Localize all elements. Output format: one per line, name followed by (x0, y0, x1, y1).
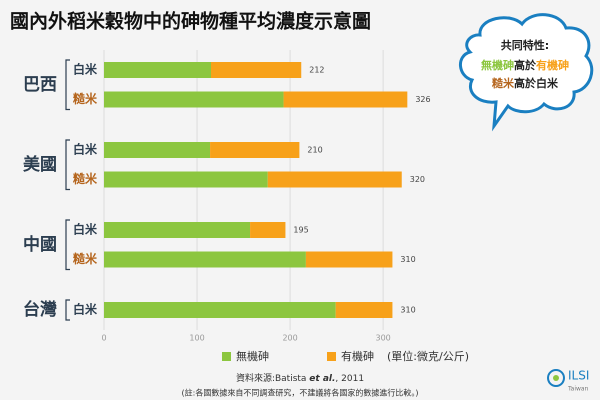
x-tick-label: 200 (282, 334, 297, 343)
logo-icon (547, 369, 565, 387)
total-label: 210 (307, 146, 322, 155)
category-label: 白米 (73, 142, 98, 157)
legend-label: 有機砷 (341, 349, 374, 363)
total-label: 320 (410, 175, 425, 184)
group-label: 中國 (23, 234, 57, 255)
bar-segment (104, 171, 268, 188)
source-part: 資料來源:Batista (236, 372, 309, 384)
callout-line: 無機砷高於有機砷 (481, 58, 569, 72)
bar-segment (305, 251, 393, 268)
bar-segment (211, 62, 302, 78)
callout-text: 高於 (514, 58, 537, 72)
bar-segment (104, 251, 306, 268)
bar-segment (267, 171, 402, 188)
group-bracket (65, 299, 70, 321)
logo: ILSI Taiwan (547, 369, 589, 393)
legend-label: 無機砷 (236, 349, 269, 363)
group-label: 台灣 (23, 299, 57, 320)
x-tick-label: 100 (189, 334, 204, 343)
callout-text: 無機砷 (481, 58, 514, 72)
chart-title: 國內外稻米穀物中的砷物種平均濃度示意圖 (10, 10, 371, 33)
category-label: 糙米 (73, 171, 98, 186)
bar-segment (104, 302, 336, 318)
callout (459, 13, 594, 132)
callout-title: 共同特性: (501, 38, 549, 52)
category-label: 白米 (73, 222, 98, 237)
category-label: 白米 (73, 62, 98, 77)
bar-segment (104, 91, 284, 108)
category-label: 糙米 (73, 251, 98, 266)
x-tick-label: 300 (375, 334, 390, 343)
source-part: et al. (309, 374, 335, 384)
group-bracket (65, 219, 70, 271)
category-label: 糙米 (73, 91, 98, 106)
group-label: 巴西 (23, 75, 57, 95)
callout-text: 糙米 (492, 76, 515, 90)
category-label: 白米 (73, 302, 98, 317)
bar-segment (283, 91, 408, 108)
source: 資料來源:Batista et al., 2011 (236, 372, 364, 384)
total-label: 326 (415, 95, 430, 104)
bar-segment (335, 302, 393, 318)
x-tick-label: 0 (101, 334, 106, 343)
logo-sub: Taiwan (567, 386, 589, 393)
logo-name: ILSI (568, 369, 589, 383)
group-bracket (65, 139, 70, 191)
source-part: , 2011 (335, 374, 364, 384)
group-label: 美國 (23, 154, 57, 175)
bar-segment (104, 142, 211, 158)
total-label: 310 (400, 306, 415, 315)
group-bracket (65, 59, 70, 111)
callout-cloud (459, 13, 594, 132)
bar-segment (104, 222, 251, 238)
total-label: 212 (309, 66, 324, 75)
legend-swatch (222, 352, 231, 361)
logo-icon (553, 375, 559, 381)
bar-segment (210, 142, 300, 158)
callout-text: 有機砷 (536, 58, 569, 72)
total-label: 310 (400, 255, 415, 264)
callout-line: 糙米高於白米 (492, 76, 559, 90)
unit-label: (單位:微克/公斤) (387, 349, 469, 363)
legend-swatch (327, 352, 336, 361)
bar-segment (250, 222, 286, 238)
callout-text: 高於白米 (514, 76, 559, 90)
total-label: 195 (293, 226, 308, 235)
note: (註:各國數據來自不同調查研究，不建議將各國家的數據進行比較。) (182, 388, 419, 398)
bar-segment (104, 62, 211, 78)
